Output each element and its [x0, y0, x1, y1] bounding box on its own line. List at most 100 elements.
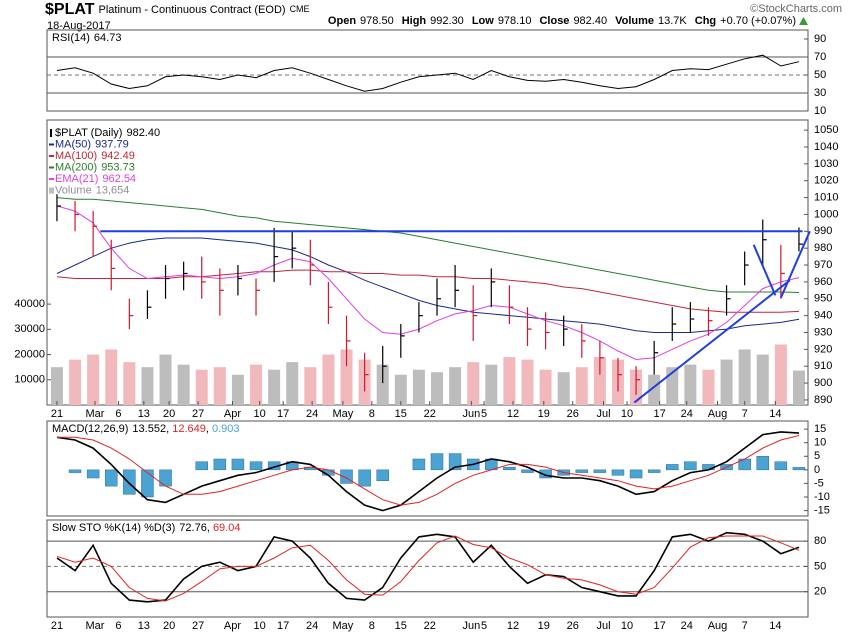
x-tick-label: 26: [567, 620, 579, 632]
x-tick-label: 10: [621, 620, 633, 632]
macd-histogram-bar: [575, 469, 589, 473]
panel-legend: Slow STO %K(14) %D(3) 72.76, 69.04: [52, 522, 240, 534]
stat-label: Chg: [695, 15, 716, 27]
stat-value: 992.30: [430, 15, 464, 27]
macd-histogram-bar: [521, 469, 534, 473]
x-tick-label: 24: [681, 408, 693, 420]
x-tick-label: Jul: [596, 620, 610, 632]
macd-histogram-bar: [647, 469, 661, 473]
x-tick-label: 8: [369, 620, 375, 632]
volume-bar: [431, 372, 444, 405]
y-tick-label: 30: [814, 87, 826, 99]
moving-average: [56, 269, 800, 313]
volume-bar: [304, 367, 317, 405]
moving-average: [56, 197, 800, 293]
macd-histogram-bar: [141, 469, 154, 498]
volume-bar: [648, 374, 661, 405]
volume-bar: [105, 349, 118, 405]
volume-bar: [702, 369, 715, 405]
macd-histogram-bar: [213, 458, 227, 471]
volume-bar: [69, 359, 82, 405]
volume-bar: [539, 369, 552, 405]
trendline: [779, 230, 811, 299]
macd-histogram-bar: [358, 469, 371, 487]
x-tick-label: 7: [742, 408, 748, 420]
legend-value: 13,654: [96, 184, 130, 196]
volume-bar: [123, 362, 136, 405]
y-tick-label: 70: [814, 51, 826, 63]
legend-value: 12.649: [172, 423, 206, 435]
panel-frame: [46, 29, 809, 112]
macd-histogram-bar: [249, 461, 263, 471]
x-tick-label: Mar: [85, 408, 104, 420]
volume-bar: [394, 374, 407, 405]
y-tick-label: 950: [814, 293, 832, 305]
x-tick-label: 10: [254, 620, 266, 632]
legend-icon: [50, 129, 52, 137]
volume-bar: [521, 359, 534, 405]
stat-label: Low: [472, 15, 494, 27]
legend-name: MA(100): [55, 150, 97, 162]
x-tick-label: 24: [681, 620, 693, 632]
y-tick-label: 990: [814, 225, 832, 237]
x-tick-label: 12: [507, 620, 519, 632]
macd-histogram-bar: [195, 461, 208, 471]
legend-entry: MA(100) 942.49: [55, 150, 135, 162]
volume-bar: [792, 370, 805, 405]
y-tick-label: 910: [814, 360, 832, 372]
x-tick-label: 6: [115, 408, 121, 420]
legend-entry: EMA(21) 962.54: [55, 173, 136, 185]
macd-histogram-bar: [611, 469, 625, 476]
x-tick-label: 20: [163, 620, 175, 632]
legend-title: Slow STO %K(14) %D(3): [52, 522, 175, 534]
x-tick-label: 12: [507, 408, 519, 420]
legend-separator: ,: [207, 522, 213, 534]
macd-histogram-bar: [448, 453, 462, 471]
legend-swatch: [49, 187, 54, 194]
volume-bar: [774, 344, 787, 405]
legend-separator: ,: [206, 423, 212, 435]
y-tick-label: 20: [814, 586, 826, 598]
x-tick-label: 21: [51, 408, 63, 420]
x-tick-label: 10: [254, 408, 266, 420]
macd-histogram-bar: [684, 461, 697, 471]
x-tick-label: 20: [163, 408, 175, 420]
x-tick-label: 14: [769, 408, 781, 420]
exchange: CME: [290, 4, 310, 14]
macd-histogram-bar: [123, 469, 136, 495]
macd-histogram-bar: [412, 458, 426, 471]
volume-tick-label: 10000: [14, 374, 45, 386]
legend-title: RSI(14): [52, 32, 90, 44]
legend-value: 937.79: [95, 138, 129, 150]
y-tick-label: 890: [814, 394, 832, 406]
y-tick-label: 1040: [814, 141, 838, 153]
y-tick-label: 15: [814, 423, 826, 435]
stat-label: Open: [328, 15, 356, 27]
volume-bar: [340, 349, 353, 405]
legend-name: EMA(21): [55, 173, 98, 185]
volume-tick-label: 20000: [14, 348, 45, 360]
x-tick-label: 5: [481, 620, 487, 632]
x-tick-label: 13: [138, 408, 150, 420]
macd-histogram-bar: [774, 461, 788, 471]
macd-histogram-bar: [68, 469, 82, 473]
y-tick-label: 10: [814, 105, 826, 117]
y-tick-label: 90: [814, 33, 826, 45]
legend-entry: Volume 13,654: [55, 184, 129, 196]
x-tick-label: 27: [192, 408, 204, 420]
x-tick-label: 22: [424, 620, 436, 632]
x-tick-label: 15: [395, 408, 407, 420]
legend-value: 72.76: [179, 522, 207, 534]
x-tick-label: 15: [395, 620, 407, 632]
x-tick-label: Jul: [596, 408, 610, 420]
stat-label: High: [402, 15, 427, 27]
y-tick-label: 80: [814, 535, 826, 547]
volume-bar: [250, 364, 263, 405]
y-tick-label: 0: [814, 464, 820, 476]
macd-histogram-bar: [430, 453, 444, 471]
macd-histogram-bar: [231, 458, 245, 471]
panel-legend: MACD(12,26,9) 13.552, 12.649, 0.903: [52, 423, 240, 435]
x-tick-label: 19: [538, 620, 550, 632]
